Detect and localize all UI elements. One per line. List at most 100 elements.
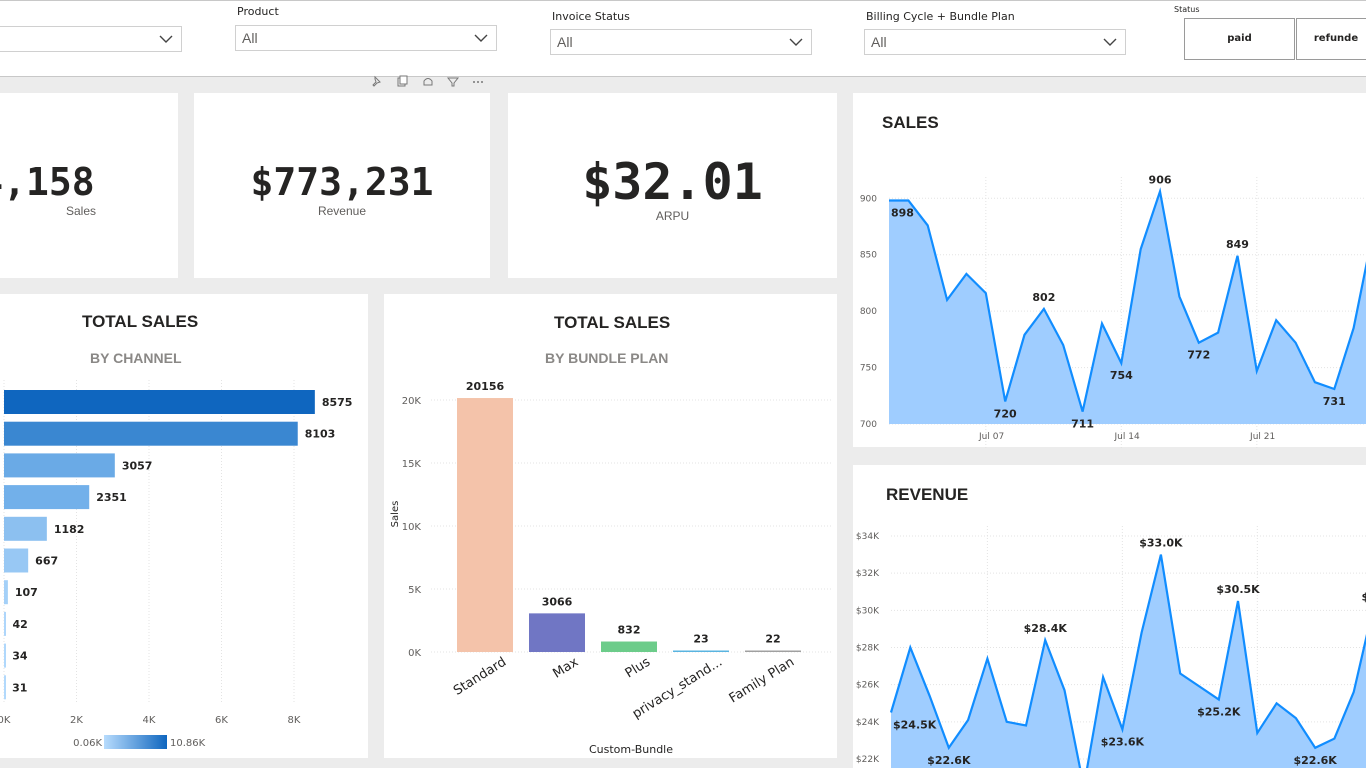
category-label: Standard <box>451 655 509 699</box>
bar[interactable] <box>4 675 6 700</box>
first-filter-dropdown[interactable] <box>0 26 182 52</box>
data-label: 731 <box>1323 395 1346 408</box>
y-tick-label: 10K <box>402 522 422 533</box>
x-tick-label: 4K <box>143 715 156 726</box>
billing-cycle-dropdown[interactable]: All <box>864 29 1126 55</box>
product-filter-label: Product <box>237 5 279 18</box>
bar[interactable] <box>4 390 315 414</box>
bar[interactable] <box>529 613 585 652</box>
data-label: $25.2K <box>1197 706 1241 719</box>
revenue-kpi-value: $773,231 <box>250 160 434 204</box>
y-tick-label: 900 <box>860 194 877 204</box>
x-axis-label: Custom-Bundle <box>589 743 673 756</box>
filter-bar: Product All Invoice Status All Billing C… <box>0 0 1366 77</box>
copy-icon[interactable] <box>397 75 408 87</box>
data-label: 849 <box>1226 238 1249 251</box>
area-fill <box>889 191 1366 424</box>
channel-chart-subtitle: BY CHANNEL <box>90 350 182 366</box>
y-tick-label: $22K <box>856 755 880 765</box>
visual-header-icons <box>372 75 483 87</box>
product-dropdown[interactable]: All <box>235 25 497 51</box>
bundle-chart-title: TOTAL SALES <box>554 313 671 332</box>
sales-kpi-label: Sales <box>65 204 97 218</box>
y-tick-label: 800 <box>860 307 877 317</box>
x-tick-label: 8K <box>288 715 301 726</box>
chevron-down-icon <box>159 35 173 43</box>
area-fill <box>891 554 1366 768</box>
sales-kpi-card: 24,158 Sales <box>0 93 178 278</box>
data-label: $22.6K <box>1293 754 1337 767</box>
billing-cycle-filter-label: Billing Cycle + Bundle Plan <box>866 10 1015 23</box>
bar[interactable] <box>4 421 298 446</box>
invoice-status-filter-label: Invoice Status <box>552 10 630 23</box>
bar[interactable] <box>745 650 801 653</box>
bar[interactable] <box>4 548 29 573</box>
arpu-kpi-value: $32.01 <box>582 153 763 211</box>
data-label: 832 <box>618 624 641 637</box>
data-label: 8575 <box>322 396 353 409</box>
x-tick-label: Jul 07 <box>978 432 1004 442</box>
y-tick-label: 5K <box>408 585 421 596</box>
bar[interactable] <box>4 516 47 541</box>
y-tick-label: $28K <box>856 644 880 654</box>
data-label: 34 <box>12 650 28 663</box>
series-line[interactable] <box>889 554 1366 768</box>
channel-chart-title: TOTAL SALES <box>82 312 199 331</box>
bundle-bar-chart: 0K 5K 10K 15K 20K Sales Custom-Bundle 20156 Stan… <box>390 380 831 756</box>
invoice-status-dropdown[interactable]: All <box>550 29 812 55</box>
filter-icon[interactable] <box>446 77 460 87</box>
bar[interactable] <box>4 580 8 605</box>
bar[interactable] <box>4 453 115 478</box>
legend-min-label: 0.06K <box>73 738 102 749</box>
data-label: 42 <box>13 618 28 631</box>
data-label: 802 <box>1032 291 1055 304</box>
chevron-down-icon <box>789 38 803 46</box>
y-tick-label: $30K <box>856 606 880 616</box>
data-label: 23 <box>693 633 708 646</box>
chevron-down-icon <box>1103 38 1117 46</box>
revenue-area-chart: $22K $24K $26K $28K $30K $32K $34K $24.5K $22.6K… <box>856 526 1366 768</box>
bar[interactable] <box>457 398 513 652</box>
chevron-down-icon <box>474 34 488 42</box>
data-label: $30 <box>1362 590 1366 603</box>
y-tick-label: 700 <box>860 420 877 430</box>
bar[interactable] <box>4 611 6 636</box>
channel-chart-card: TOTAL SALES BY CHANNEL <box>0 294 368 758</box>
y-tick-label: $26K <box>856 681 880 691</box>
status-paid-button[interactable]: paid <box>1184 18 1295 60</box>
bar[interactable] <box>601 641 657 652</box>
series-line[interactable] <box>889 187 1366 412</box>
x-tick-label: Jul 14 <box>1114 432 1140 442</box>
sales-kpi-value: 24,158 <box>0 160 95 204</box>
data-label: 711 <box>1071 418 1094 431</box>
bell-icon[interactable] <box>423 78 433 86</box>
y-tick-label: $24K <box>856 718 880 728</box>
data-label: 20156 <box>466 380 505 393</box>
status-filter-label: Status <box>1174 5 1200 14</box>
y-tick-label: 15K <box>402 459 422 470</box>
data-label: 898 <box>891 207 914 220</box>
data-label: 2351 <box>96 491 127 504</box>
bar[interactable] <box>4 643 6 668</box>
x-tick-label: 2K <box>70 715 83 726</box>
category-label: Max <box>550 655 581 682</box>
data-label: 22 <box>765 633 780 646</box>
data-label: 772 <box>1187 349 1210 362</box>
data-label: 8103 <box>305 428 336 441</box>
pin-icon[interactable] <box>372 75 381 87</box>
data-label: 107 <box>15 586 38 599</box>
y-tick-label: $32K <box>856 569 880 579</box>
y-axis-label: Sales <box>390 501 401 528</box>
bar[interactable] <box>4 485 90 510</box>
more-options-icon[interactable] <box>473 81 483 83</box>
y-tick-label: 0K <box>408 648 421 659</box>
legend-max-label: 10.86K <box>170 738 206 749</box>
status-refunded-button[interactable]: refunde <box>1296 18 1366 60</box>
arpu-kpi-label: ARPU <box>655 209 690 223</box>
y-tick-label: 20K <box>402 396 422 407</box>
data-label: 3057 <box>122 459 153 472</box>
bar[interactable] <box>673 650 729 653</box>
category-label: Family Plan <box>727 655 797 707</box>
data-label: 754 <box>1110 369 1133 382</box>
bundle-chart-subtitle: BY BUNDLE PLAN <box>545 350 669 366</box>
